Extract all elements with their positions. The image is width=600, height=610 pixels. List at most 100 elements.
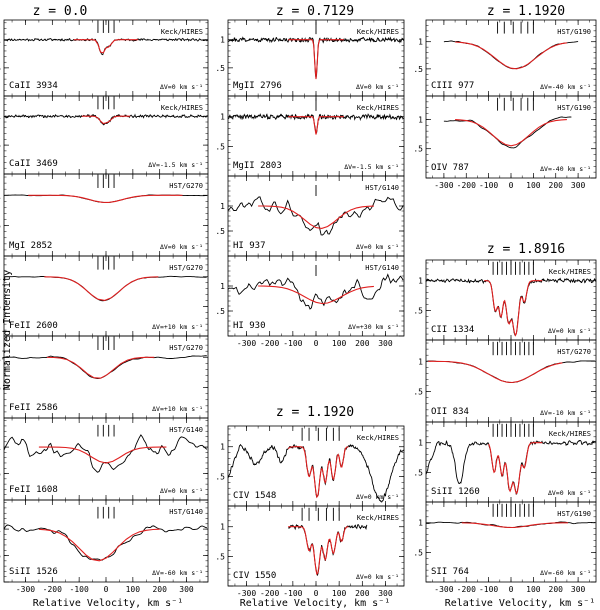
x-tick-label: 100	[526, 181, 541, 190]
x-tick-label: 300	[378, 589, 393, 598]
velocity-offset-label: ΔV=0 km s⁻¹	[356, 573, 399, 581]
y-tick-label: .5	[413, 306, 423, 315]
x-tick-label: 200	[355, 589, 370, 598]
panel-ciii-977: .5 1 HST/G190 CIII 977 ΔV=-40 km s⁻¹	[413, 19, 597, 97]
y-tick-label: .5	[413, 468, 423, 477]
y-tick-label: .5	[0, 384, 1, 393]
column-title-z18916: z = 1.8916	[487, 242, 565, 257]
ion-label: FeII 1608	[9, 485, 58, 495]
x-tick-label: -100	[70, 585, 89, 594]
x-axis-label-center: Relative Velocity, km s⁻¹	[240, 598, 391, 609]
panel-siii-1526: .5 1 -300 -200 -100 0 100 200 300 HST/G140 SiII 15…	[0, 499, 209, 594]
panel-oiv-787: .5 1 -300 -200 -100 0 100 200 300 HST/G190 OIV 787…	[413, 95, 597, 190]
model-fit-line	[428, 360, 563, 384]
instrument-label: HST/G140	[365, 264, 399, 272]
velocity-offset-label: ΔV=-40 km s⁻¹	[540, 83, 591, 91]
y-tick-label: .5	[215, 552, 225, 561]
model-fit-line	[288, 39, 344, 80]
panel-feii-1608: .5 1 HST/G140 FeII 1608 ΔV=0 km s⁻¹	[0, 417, 209, 501]
y-tick-label: 1	[220, 282, 225, 291]
panel-mgii-2803: .5 1 Keck/HIRES MgII 2803 ΔV=-1.5 km s⁻¹	[215, 95, 405, 177]
model-fit-line	[38, 528, 160, 562]
velocity-offset-label: ΔV=0 km s⁻¹	[160, 487, 203, 495]
ion-label: CII 1334	[431, 325, 474, 335]
x-tick-label: -300	[237, 339, 256, 348]
y-tick-label: 1	[418, 115, 423, 124]
velocity-offset-label: ΔV=-60 km s⁻¹	[152, 569, 203, 577]
ion-label: MgII 2803	[233, 161, 282, 171]
x-tick-label: -100	[479, 585, 498, 594]
y-tick-label: .5	[413, 145, 423, 154]
instrument-label: HST/G140	[169, 508, 203, 516]
ion-label: OIV 787	[431, 163, 469, 173]
y-tick-label: .5	[215, 142, 225, 151]
model-fit-line	[46, 356, 155, 379]
x-tick-label: 300	[571, 585, 586, 594]
x-tick-label: 0	[509, 585, 514, 594]
velocity-offset-label: ΔV=0 km s⁻¹	[356, 243, 399, 251]
y-tick-label: .5	[0, 222, 1, 231]
spectrum-line	[3, 275, 207, 302]
y-tick-label: .5	[413, 65, 423, 74]
x-tick-label: -200	[260, 339, 279, 348]
y-tick-label: 1	[0, 353, 1, 362]
velocity-offset-label: ΔV=-1.5 km s⁻¹	[344, 163, 399, 171]
ion-label: CaII 3934	[9, 81, 58, 91]
x-tick-label: 0	[509, 181, 514, 190]
y-tick-label: 1	[418, 519, 423, 528]
instrument-label: HST/G190	[557, 104, 591, 112]
panel-oii-834: .5 1 HST/G270 OII 834 ΔV=-10 km s⁻¹	[413, 339, 597, 423]
x-tick-label: -300	[434, 585, 453, 594]
panel-caii-3934: .5 1 Keck/HIRES CaII 3934 ΔV=0 km s⁻¹	[0, 19, 209, 97]
instrument-label: Keck/HIRES	[161, 104, 203, 112]
column-title-z11920-center: z = 1.1920	[276, 405, 354, 420]
model-fit-line	[488, 442, 543, 495]
velocity-offset-label: ΔV=-60 km s⁻¹	[540, 569, 591, 577]
x-tick-label: -200	[457, 181, 476, 190]
x-tick-label: -200	[43, 585, 62, 594]
instrument-label: HST/G270	[557, 348, 591, 356]
x-tick-label: 200	[549, 181, 564, 190]
x-axis-label-right: Relative Velocity, km s⁻¹	[445, 598, 596, 609]
panel-civ-1550: .5 1 -300 -200 -100 0 100 200 300 Keck/HIRES CIV 1…	[215, 505, 405, 598]
spectrum-line	[425, 521, 596, 529]
panel-siii-1260: .5 1 Keck/HIRES SiII 1260 ΔV=0 km s⁻¹	[413, 421, 597, 503]
panel-mgi-2852: .5 1 HST/G270 MgI 2852 ΔV=0 km s⁻¹	[0, 173, 209, 257]
model-fit-line	[258, 285, 374, 305]
y-tick-label: .5	[215, 64, 225, 73]
y-axis-label: Normalized Intensity	[2, 270, 13, 390]
velocity-offset-label: ΔV=+30 km s⁻¹	[348, 323, 399, 331]
y-tick-label: .5	[413, 548, 423, 557]
spectrum-line	[3, 194, 207, 203]
velocity-offset-label: ΔV=-40 km s⁻¹	[540, 165, 591, 173]
velocity-offset-label: ΔV=-10 km s⁻¹	[540, 409, 591, 417]
y-tick-label: 1	[0, 273, 1, 282]
y-tick-label: 1	[220, 36, 225, 45]
instrument-label: Keck/HIRES	[549, 268, 591, 276]
panel-hi-937: .5 1 HST/G140 HI 937 ΔV=0 km s⁻¹	[215, 175, 405, 257]
model-fit-line	[81, 115, 131, 125]
x-tick-label: 200	[152, 585, 167, 594]
spectrum-line	[3, 524, 208, 561]
model-fit-line	[28, 194, 183, 203]
ion-label: SiII 1526	[9, 567, 58, 577]
ion-label: SiII 1260	[431, 487, 480, 497]
x-tick-label: 300	[571, 181, 586, 190]
x-tick-label: 100	[126, 585, 141, 594]
panel-civ-1548: .5 1 Keck/HIRES CIV 1548 ΔV=0 km s⁻¹	[215, 425, 405, 507]
y-tick-label: .5	[215, 472, 225, 481]
ion-label: CIV 1548	[233, 491, 276, 501]
instrument-label: Keck/HIRES	[357, 28, 399, 36]
y-tick-label: 1	[0, 525, 1, 534]
ion-label: MgII 2796	[233, 81, 282, 91]
instrument-label: HST/G140	[365, 184, 399, 192]
y-tick-label: 1	[418, 357, 423, 366]
x-tick-label: 300	[378, 339, 393, 348]
panel-feii-2600: .5 1 HST/G270 FeII 2600 ΔV=+10 km s⁻¹	[0, 255, 209, 337]
y-tick-label: .5	[413, 388, 423, 397]
model-fit-line	[455, 41, 567, 70]
model-fit-line	[288, 116, 344, 135]
velocity-offset-label: ΔV=0 km s⁻¹	[356, 493, 399, 501]
x-tick-label: -100	[479, 181, 498, 190]
